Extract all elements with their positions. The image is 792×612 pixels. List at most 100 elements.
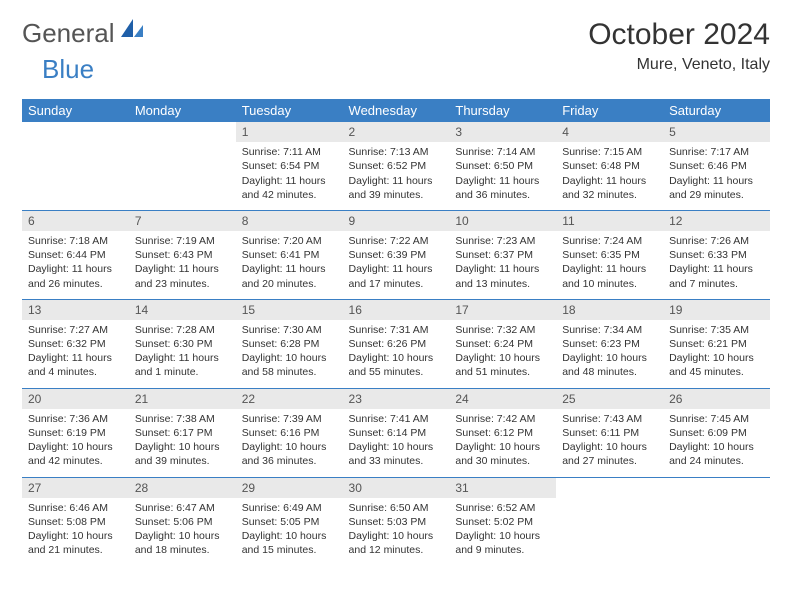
day-body	[129, 142, 236, 202]
daylight-line: Daylight: 10 hours and 48 minutes.	[562, 351, 657, 379]
title-block: October 2024 Mure, Veneto, Italy	[588, 18, 770, 74]
calendar-day-cell: 1Sunrise: 7:11 AMSunset: 6:54 PMDaylight…	[236, 122, 343, 210]
daylight-line: Daylight: 11 hours and 42 minutes.	[242, 174, 337, 202]
calendar-day-cell: 15Sunrise: 7:30 AMSunset: 6:28 PMDayligh…	[236, 299, 343, 388]
calendar-day-cell: 14Sunrise: 7:28 AMSunset: 6:30 PMDayligh…	[129, 299, 236, 388]
day-number: 11	[556, 211, 663, 231]
sunrise-line: Sunrise: 7:30 AM	[242, 323, 337, 337]
day-number: 28	[129, 478, 236, 498]
logo: General	[22, 18, 147, 49]
day-number: 29	[236, 478, 343, 498]
calendar-day-cell: 24Sunrise: 7:42 AMSunset: 6:12 PMDayligh…	[449, 388, 556, 477]
day-body	[22, 142, 129, 202]
calendar-day-cell: 25Sunrise: 7:43 AMSunset: 6:11 PMDayligh…	[556, 388, 663, 477]
day-body: Sunrise: 7:11 AMSunset: 6:54 PMDaylight:…	[236, 142, 343, 210]
calendar-day-cell: 7Sunrise: 7:19 AMSunset: 6:43 PMDaylight…	[129, 210, 236, 299]
day-body: Sunrise: 7:31 AMSunset: 6:26 PMDaylight:…	[343, 320, 450, 388]
sunset-line: Sunset: 6:16 PM	[242, 426, 337, 440]
sunrise-line: Sunrise: 7:32 AM	[455, 323, 550, 337]
calendar-day-cell: 5Sunrise: 7:17 AMSunset: 6:46 PMDaylight…	[663, 122, 770, 210]
sunrise-line: Sunrise: 7:28 AM	[135, 323, 230, 337]
logo-text-blue: Blue	[42, 54, 94, 85]
day-number: 30	[343, 478, 450, 498]
day-body: Sunrise: 7:23 AMSunset: 6:37 PMDaylight:…	[449, 231, 556, 299]
daylight-line: Daylight: 11 hours and 26 minutes.	[28, 262, 123, 290]
day-number: 13	[22, 300, 129, 320]
sunset-line: Sunset: 6:11 PM	[562, 426, 657, 440]
day-number: 14	[129, 300, 236, 320]
calendar-day-cell: 8Sunrise: 7:20 AMSunset: 6:41 PMDaylight…	[236, 210, 343, 299]
daylight-line: Daylight: 11 hours and 23 minutes.	[135, 262, 230, 290]
daylight-line: Daylight: 10 hours and 18 minutes.	[135, 529, 230, 557]
day-body: Sunrise: 7:45 AMSunset: 6:09 PMDaylight:…	[663, 409, 770, 477]
sunrise-line: Sunrise: 7:23 AM	[455, 234, 550, 248]
month-title: October 2024	[588, 18, 770, 52]
daylight-line: Daylight: 11 hours and 10 minutes.	[562, 262, 657, 290]
calendar-day-cell: 9 Sunrise: 7:22 AMSunset: 6:39 PMDaylight…	[343, 210, 450, 299]
day-body: Sunrise: 7:24 AMSunset: 6:35 PMDaylight:…	[556, 231, 663, 299]
sunrise-line: Sunrise: 7:22 AM	[349, 234, 444, 248]
calendar-day-cell: 22Sunrise: 7:39 AMSunset: 6:16 PMDayligh…	[236, 388, 343, 477]
day-body: Sunrise: 7:15 AMSunset: 6:48 PMDaylight:…	[556, 142, 663, 210]
calendar-week-row: 27Sunrise: 6:46 AMSunset: 5:08 PMDayligh…	[22, 477, 770, 565]
sunrise-line: Sunrise: 7:42 AM	[455, 412, 550, 426]
daylight-line: Daylight: 10 hours and 12 minutes.	[349, 529, 444, 557]
day-number	[663, 478, 770, 498]
sunset-line: Sunset: 6:33 PM	[669, 248, 764, 262]
daylight-line: Daylight: 10 hours and 42 minutes.	[28, 440, 123, 468]
calendar-day-cell: 13Sunrise: 7:27 AMSunset: 6:32 PMDayligh…	[22, 299, 129, 388]
sunset-line: Sunset: 5:08 PM	[28, 515, 123, 529]
sunset-line: Sunset: 6:46 PM	[669, 159, 764, 173]
sunset-line: Sunset: 6:44 PM	[28, 248, 123, 262]
sunrise-line: Sunrise: 6:50 AM	[349, 501, 444, 515]
sunset-line: Sunset: 6:12 PM	[455, 426, 550, 440]
day-body: Sunrise: 7:20 AMSunset: 6:41 PMDaylight:…	[236, 231, 343, 299]
daylight-line: Daylight: 10 hours and 36 minutes.	[242, 440, 337, 468]
day-body: Sunrise: 7:39 AMSunset: 6:16 PMDaylight:…	[236, 409, 343, 477]
sunrise-line: Sunrise: 7:27 AM	[28, 323, 123, 337]
day-body: Sunrise: 7:27 AMSunset: 6:32 PMDaylight:…	[22, 320, 129, 388]
day-number: 24	[449, 389, 556, 409]
day-number: 5	[663, 122, 770, 142]
sunset-line: Sunset: 6:39 PM	[349, 248, 444, 262]
sunset-line: Sunset: 6:37 PM	[455, 248, 550, 262]
calendar-table: SundayMondayTuesdayWednesdayThursdayFrid…	[22, 99, 770, 565]
sunset-line: Sunset: 6:30 PM	[135, 337, 230, 351]
day-number: 8	[236, 211, 343, 231]
sunrise-line: Sunrise: 7:18 AM	[28, 234, 123, 248]
sunrise-line: Sunrise: 7:35 AM	[669, 323, 764, 337]
sunrise-line: Sunrise: 7:45 AM	[669, 412, 764, 426]
day-body: Sunrise: 6:47 AMSunset: 5:06 PMDaylight:…	[129, 498, 236, 566]
calendar-week-row: 6Sunrise: 7:18 AMSunset: 6:44 PMDaylight…	[22, 210, 770, 299]
sunset-line: Sunset: 6:48 PM	[562, 159, 657, 173]
daylight-line: Daylight: 11 hours and 13 minutes.	[455, 262, 550, 290]
day-body: Sunrise: 7:34 AMSunset: 6:23 PMDaylight:…	[556, 320, 663, 388]
calendar-day-cell: 2Sunrise: 7:13 AMSunset: 6:52 PMDaylight…	[343, 122, 450, 210]
calendar-day-cell: 29Sunrise: 6:49 AMSunset: 5:05 PMDayligh…	[236, 477, 343, 565]
calendar-day-cell: 23Sunrise: 7:41 AMSunset: 6:14 PMDayligh…	[343, 388, 450, 477]
day-body: Sunrise: 6:50 AMSunset: 5:03 PMDaylight:…	[343, 498, 450, 566]
daylight-line: Daylight: 10 hours and 21 minutes.	[28, 529, 123, 557]
sunrise-line: Sunrise: 7:20 AM	[242, 234, 337, 248]
day-number: 16	[343, 300, 450, 320]
sunrise-line: Sunrise: 6:46 AM	[28, 501, 123, 515]
weekday-header: Sunday	[22, 99, 129, 122]
logo-sail-icon	[119, 17, 145, 44]
day-number: 10	[449, 211, 556, 231]
daylight-line: Daylight: 11 hours and 17 minutes.	[349, 262, 444, 290]
calendar-day-cell: 4Sunrise: 7:15 AMSunset: 6:48 PMDaylight…	[556, 122, 663, 210]
sunrise-line: Sunrise: 7:17 AM	[669, 145, 764, 159]
day-number: 17	[449, 300, 556, 320]
calendar-day-cell	[22, 122, 129, 210]
weekday-header: Saturday	[663, 99, 770, 122]
sunrise-line: Sunrise: 7:11 AM	[242, 145, 337, 159]
day-number	[556, 478, 663, 498]
sunset-line: Sunset: 5:05 PM	[242, 515, 337, 529]
sunrise-line: Sunrise: 7:41 AM	[349, 412, 444, 426]
calendar-day-cell: 10Sunrise: 7:23 AMSunset: 6:37 PMDayligh…	[449, 210, 556, 299]
daylight-line: Daylight: 10 hours and 51 minutes.	[455, 351, 550, 379]
sunset-line: Sunset: 6:43 PM	[135, 248, 230, 262]
day-body	[556, 498, 663, 558]
sunset-line: Sunset: 6:17 PM	[135, 426, 230, 440]
day-number: 9	[343, 211, 450, 231]
